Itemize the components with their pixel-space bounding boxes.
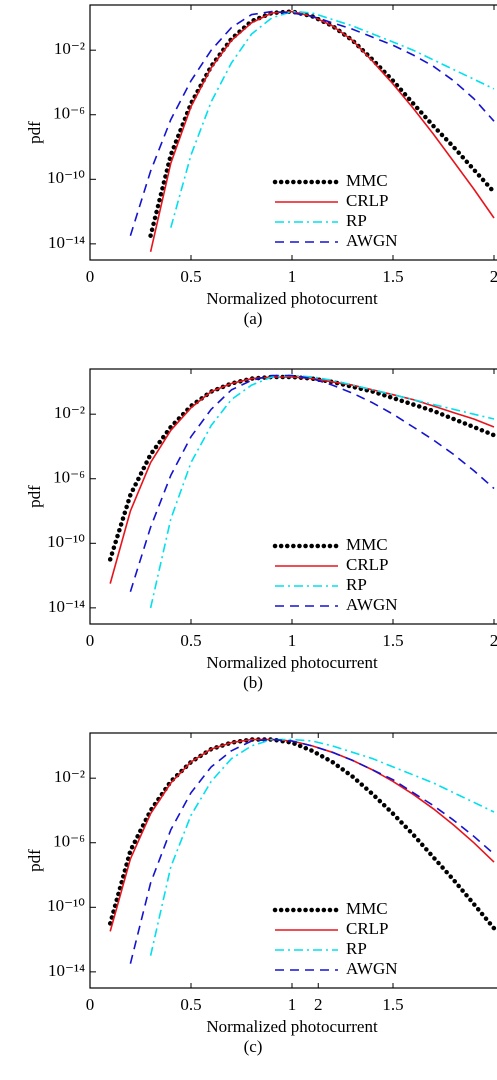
y-tick-label: 10⁻¹⁰ bbox=[47, 896, 85, 915]
panel: 0 0.5 1 1.5 2 10⁻² 10⁻⁶ 10⁻¹⁰ 10⁻¹⁴ Normalized ph… bbox=[25, 368, 497, 692]
plot-area bbox=[107, 374, 497, 609]
legend-label: CRLP bbox=[346, 191, 389, 210]
x-tick-label: 0 bbox=[86, 631, 95, 650]
x-tick-label: 1 bbox=[288, 995, 297, 1014]
x-tick-label: 0.5 bbox=[180, 631, 201, 650]
series-line bbox=[129, 738, 495, 964]
legend-label: AWGN bbox=[346, 595, 398, 614]
caption: (c) bbox=[244, 1037, 263, 1056]
y-tick-label: 10⁻⁶ bbox=[53, 104, 85, 123]
legend-label: RP bbox=[346, 575, 367, 594]
x-tick-label: 1 bbox=[288, 267, 297, 286]
legend-label: MMC bbox=[346, 171, 388, 190]
series-line bbox=[149, 738, 495, 956]
x-tick-label: 1.5 bbox=[382, 267, 403, 286]
plot-frame bbox=[89, 732, 497, 989]
y-axis-label: pdf bbox=[25, 121, 44, 144]
series-line bbox=[149, 10, 495, 252]
legend-label: AWGN bbox=[346, 959, 398, 978]
x-tick-label: 1.5 bbox=[382, 631, 403, 650]
caption: (b) bbox=[243, 673, 263, 692]
legend-label: CRLP bbox=[346, 919, 389, 938]
series-line bbox=[149, 374, 495, 609]
y-tick-label: 10⁻¹⁰ bbox=[47, 532, 85, 551]
series-line bbox=[129, 10, 495, 236]
y-tick-label: 10⁻¹⁴ bbox=[48, 233, 85, 252]
y-axis-label: pdf bbox=[25, 485, 44, 508]
panel: 0 0.5 1 1.5 2 10⁻² 10⁻⁶ 10⁻¹⁰ 10⁻¹⁴ Normalized ph… bbox=[25, 4, 497, 328]
x-tick-label: 2 bbox=[490, 267, 497, 286]
plot-frame bbox=[89, 4, 497, 261]
x-tick-label: 0.5 bbox=[180, 995, 201, 1014]
x-tick-label: 1.5 bbox=[382, 995, 403, 1014]
x-axis-label: Normalized photocurrent bbox=[206, 289, 378, 308]
y-tick-label: 10⁻² bbox=[54, 403, 85, 422]
x-tick-label: 0 bbox=[86, 267, 95, 286]
x-tick-label: 0.5 bbox=[180, 267, 201, 286]
panel: 0 0.5 1 2 1.5 10⁻² 10⁻⁶ 10⁻¹⁰ 10⁻¹⁴ Normalized ph… bbox=[25, 732, 497, 1056]
legend-label: MMC bbox=[346, 535, 388, 554]
y-tick-label: 10⁻¹⁴ bbox=[48, 597, 85, 616]
caption: (a) bbox=[244, 309, 263, 328]
y-tick-label: 10⁻² bbox=[54, 39, 85, 58]
plot-area bbox=[107, 737, 497, 964]
x-tick-label: 2 bbox=[490, 631, 497, 650]
series-line bbox=[129, 374, 495, 592]
legend-label: CRLP bbox=[346, 555, 389, 574]
y-tick-label: 10⁻¹⁴ bbox=[48, 961, 85, 980]
plot-area bbox=[129, 9, 497, 252]
y-axis-label: pdf bbox=[25, 849, 44, 872]
x-axis-label: Normalized photocurrent bbox=[206, 1017, 378, 1036]
x-tick-label: 1 bbox=[288, 631, 297, 650]
series-line bbox=[109, 376, 495, 584]
x-axis-label: Normalized photocurrent bbox=[206, 653, 378, 672]
plot-frame bbox=[89, 368, 497, 625]
series-line bbox=[170, 10, 495, 228]
x-tick-label: 2 bbox=[314, 995, 323, 1014]
y-tick-label: 10⁻⁶ bbox=[53, 832, 85, 851]
y-tick-label: 10⁻¹⁰ bbox=[47, 168, 85, 187]
y-tick-label: 10⁻⁶ bbox=[53, 468, 85, 487]
series-line bbox=[107, 737, 497, 931]
legend-label: RP bbox=[346, 211, 367, 230]
legend-label: RP bbox=[346, 939, 367, 958]
series-line bbox=[109, 738, 495, 932]
legend-label: MMC bbox=[346, 899, 388, 918]
x-tick-label: 0 bbox=[86, 995, 95, 1014]
legend-label: AWGN bbox=[346, 231, 398, 250]
y-tick-label: 10⁻² bbox=[54, 767, 85, 786]
